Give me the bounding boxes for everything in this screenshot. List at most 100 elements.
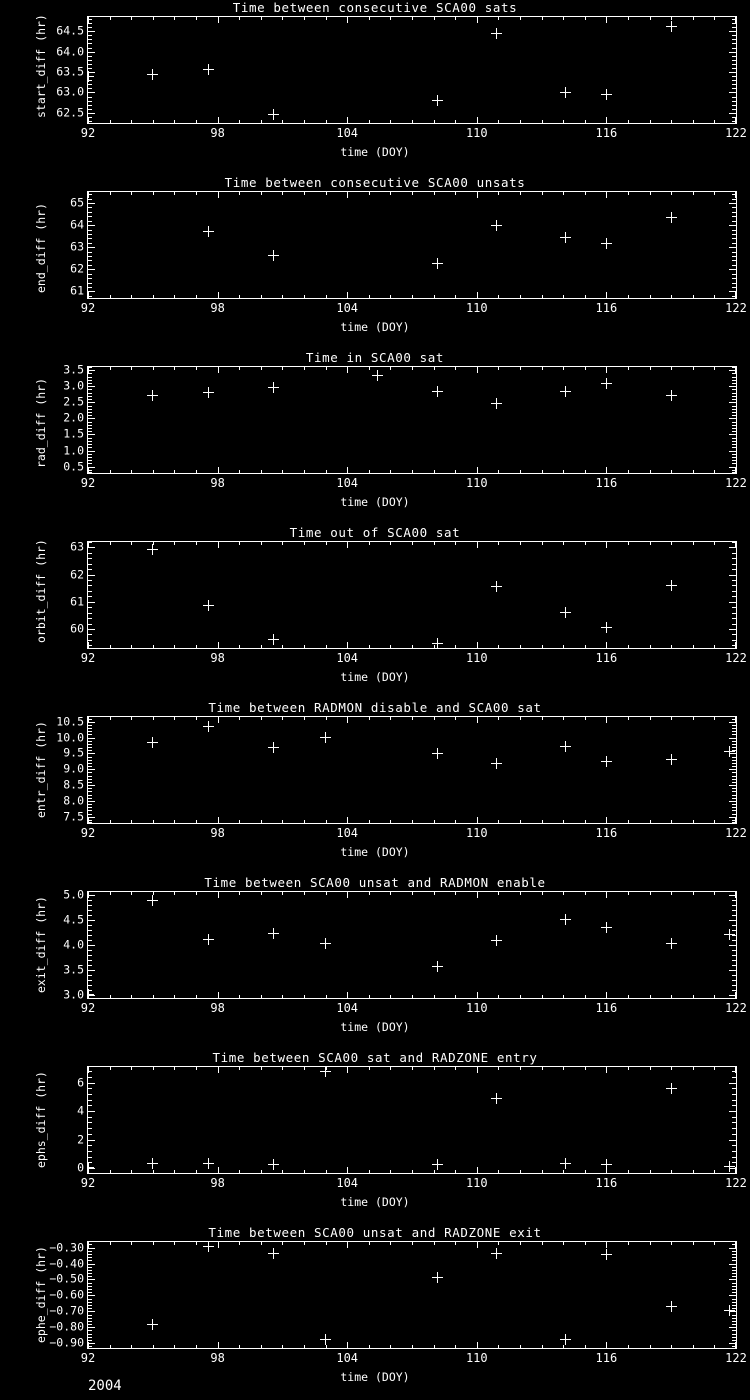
y-minor-tick xyxy=(732,234,736,235)
x-minor-tick xyxy=(261,120,262,123)
x-minor-tick xyxy=(196,645,197,648)
y-tick-label: 61 xyxy=(70,283,84,298)
y-minor-tick xyxy=(732,791,736,792)
x-major-tick xyxy=(88,1242,89,1248)
y-minor-tick xyxy=(732,60,736,61)
x-minor-tick xyxy=(390,717,391,720)
x-minor-tick xyxy=(282,367,283,370)
y-minor-tick xyxy=(732,1145,736,1146)
y-minor-tick xyxy=(88,1330,92,1331)
x-tick-label: 122 xyxy=(725,1001,747,1015)
x-minor-tick xyxy=(261,192,262,195)
y-minor-tick xyxy=(732,367,736,368)
y-minor-tick xyxy=(88,1257,92,1258)
x-minor-tick xyxy=(131,470,132,473)
x-major-tick xyxy=(347,642,348,648)
x-minor-tick xyxy=(261,717,262,720)
x-major-tick xyxy=(88,1167,89,1173)
x-minor-tick xyxy=(671,470,672,473)
y-minor-tick xyxy=(732,1346,736,1347)
x-minor-tick xyxy=(671,295,672,298)
y-tick-label: −0.70 xyxy=(49,1303,84,1318)
plot-area xyxy=(87,716,737,824)
plot-inner xyxy=(88,367,736,473)
x-minor-tick xyxy=(174,1345,175,1348)
x-major-tick xyxy=(347,817,348,823)
y-minor-tick xyxy=(88,425,92,426)
y-minor-tick xyxy=(88,1094,92,1095)
x-major-tick xyxy=(606,17,607,23)
y-minor-tick xyxy=(732,1340,736,1341)
x-minor-tick xyxy=(542,1170,543,1173)
x-major-tick xyxy=(735,292,736,298)
x-minor-tick xyxy=(455,820,456,823)
data-point xyxy=(600,378,612,390)
x-major-tick xyxy=(606,817,607,823)
x-minor-tick xyxy=(671,120,672,123)
x-minor-tick xyxy=(455,995,456,998)
x-minor-tick xyxy=(542,820,543,823)
x-tick-label: 122 xyxy=(725,476,747,490)
y-minor-tick xyxy=(732,564,736,565)
x-minor-tick xyxy=(693,17,694,20)
x-minor-tick xyxy=(563,295,564,298)
x-tick-label: 104 xyxy=(336,126,359,140)
x-minor-tick xyxy=(650,1242,651,1245)
y-minor-tick xyxy=(88,1077,92,1078)
y-minor-tick xyxy=(88,776,92,777)
x-major-tick xyxy=(218,1067,219,1073)
y-minor-tick xyxy=(88,194,92,195)
y-major-tick xyxy=(88,291,95,292)
y-minor-tick xyxy=(732,207,736,208)
x-minor-tick xyxy=(455,892,456,895)
x-tick-label: 104 xyxy=(336,476,359,490)
y-minor-tick xyxy=(88,1267,92,1268)
y-minor-tick xyxy=(88,278,92,279)
x-major-tick xyxy=(347,717,348,723)
data-point xyxy=(320,732,332,744)
y-minor-tick xyxy=(732,1100,736,1101)
y-minor-tick xyxy=(88,905,92,906)
y-minor-tick xyxy=(88,1302,92,1303)
y-minor-tick xyxy=(732,283,736,284)
data-point xyxy=(268,928,280,940)
data-point xyxy=(371,370,383,382)
data-point xyxy=(203,934,215,946)
x-minor-tick xyxy=(326,1345,327,1348)
x-minor-tick xyxy=(563,645,564,648)
x-minor-tick xyxy=(412,820,413,823)
x-minor-tick xyxy=(174,1170,175,1173)
x-axis-title: time (DOY) xyxy=(340,1195,410,1209)
y-minor-tick xyxy=(88,960,92,961)
y-minor-tick xyxy=(732,64,736,65)
y-minor-tick xyxy=(88,274,92,275)
y-minor-tick xyxy=(732,788,736,789)
x-minor-tick xyxy=(650,470,651,473)
x-minor-tick xyxy=(110,1242,111,1245)
x-minor-tick xyxy=(282,120,283,123)
y-major-tick xyxy=(729,92,736,93)
y-minor-tick xyxy=(732,1088,736,1089)
chart-panel-7: Time between SCA00 sat and RADZONE entry… xyxy=(0,1050,750,1225)
y-minor-tick xyxy=(88,772,92,773)
x-minor-tick xyxy=(520,717,521,720)
y-major-tick xyxy=(729,920,736,921)
y-minor-tick xyxy=(88,814,92,815)
y-minor-tick xyxy=(732,910,736,911)
x-minor-tick xyxy=(650,1345,651,1348)
x-minor-tick xyxy=(714,1242,715,1245)
x-minor-tick xyxy=(542,192,543,195)
y-minor-tick xyxy=(88,1151,92,1152)
y-minor-tick xyxy=(732,645,736,646)
y-tick-label: 64 xyxy=(70,217,84,232)
y-tick-label: 62.5 xyxy=(56,105,84,120)
x-minor-tick xyxy=(650,17,651,20)
y-minor-tick xyxy=(88,585,92,586)
x-minor-tick xyxy=(455,1067,456,1070)
x-minor-tick xyxy=(693,295,694,298)
data-point xyxy=(203,63,215,75)
x-minor-tick xyxy=(671,995,672,998)
x-minor-tick xyxy=(196,717,197,720)
x-major-tick xyxy=(88,1067,89,1073)
y-minor-tick xyxy=(88,734,92,735)
